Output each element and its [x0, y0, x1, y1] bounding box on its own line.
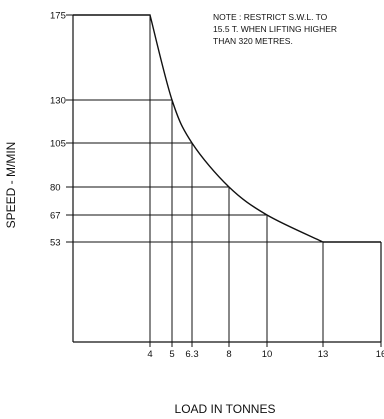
x-tick-label: 8	[226, 349, 231, 360]
tick-label-layer: 4 5 6.3 8 10 13 16 53 67 80 105 130 175	[50, 11, 384, 361]
speed-load-curve	[73, 14, 381, 243]
x-tick-label: 10	[262, 349, 273, 360]
y-tick-label: 80	[50, 183, 61, 194]
x-tick-label: 5	[169, 349, 174, 360]
note-line-2: 15.5 T. WHEN LIFTING HIGHER	[213, 24, 337, 34]
y-tick-label: 175	[50, 11, 66, 22]
note-line-1: NOTE : RESTRICT S.W.L. TO	[213, 12, 328, 22]
y-tick-label: 67	[50, 211, 61, 222]
note-line-3: THAN 320 METRES.	[213, 36, 293, 46]
x-tick-label: 13	[318, 349, 329, 360]
y-tick-label: 130	[50, 96, 66, 107]
y-tick-label: 105	[50, 139, 66, 150]
curve-layer	[73, 14, 381, 243]
x-tick-label: 16	[376, 349, 384, 360]
x-axis-label: LOAD IN TONNES	[175, 402, 276, 416]
y-tick-label: 53	[50, 238, 61, 249]
axis-layer	[72, 15, 382, 343]
x-tick-label: 4	[147, 349, 152, 360]
y-axis-label: SPEED - M/MIN	[4, 142, 18, 229]
x-tick-label: 6.3	[185, 349, 198, 360]
